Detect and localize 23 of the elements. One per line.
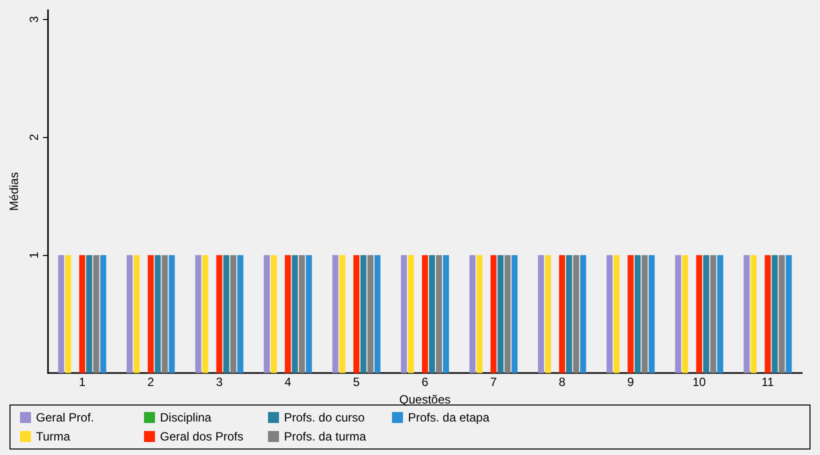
x-tick-label: 7 [490, 375, 498, 389]
x-tick-label: 1 [78, 375, 86, 389]
x-tick-label: 11 [761, 375, 774, 389]
legend-label: Geral dos Profs [160, 430, 244, 444]
x-tick-label: 3 [216, 375, 223, 389]
x-tick-label: 5 [353, 375, 360, 389]
y-tick-label: 3 [26, 16, 41, 23]
x-tick-label: 2 [147, 375, 154, 389]
x-tick-label: 10 [692, 375, 706, 389]
legend-label: Profs. do curso [284, 410, 366, 424]
legend-label: Profs. da turma [284, 430, 366, 444]
legend-label: Geral Prof. [36, 410, 94, 424]
y-tick-label: 2 [26, 134, 41, 141]
x-tick-label: 9 [627, 375, 634, 389]
legend-label: Turma [36, 430, 71, 444]
x-tick-label: 8 [558, 375, 566, 389]
legend-label: Disciplina [160, 410, 212, 424]
x-axis-title: Questões [399, 392, 451, 406]
y-tick-label: 1 [26, 251, 41, 258]
y-axis-title: Médias [7, 172, 21, 211]
x-tick-label: 4 [284, 375, 292, 389]
x-tick-label: 6 [422, 375, 429, 389]
legend-label: Profs. da etapa [408, 410, 490, 424]
